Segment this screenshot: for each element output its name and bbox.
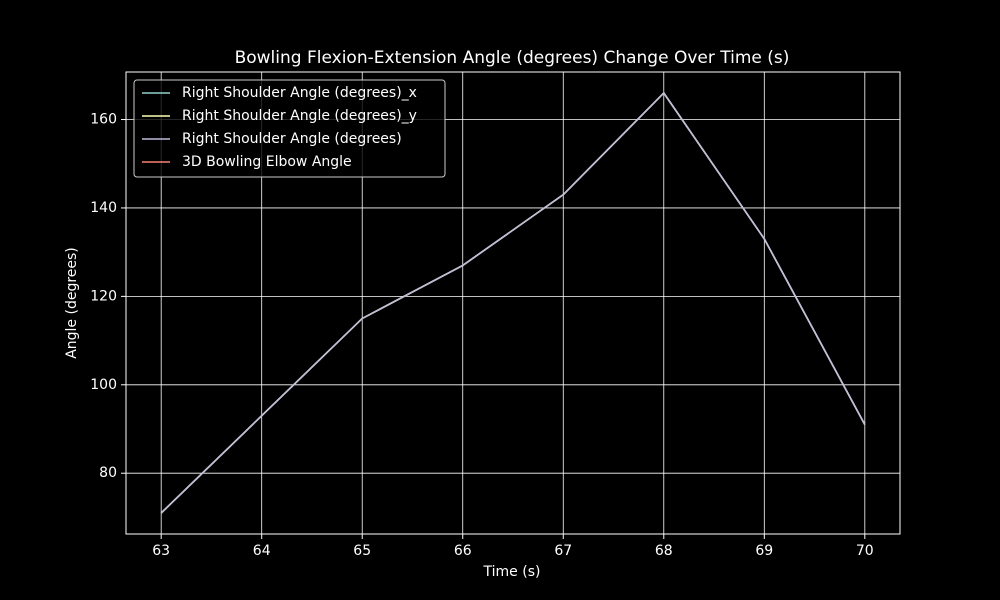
- x-tick-label: 69: [755, 543, 773, 559]
- legend-label: Right Shoulder Angle (degrees)_x: [182, 85, 417, 101]
- legend: Right Shoulder Angle (degrees)_x Right Sh…: [133, 79, 446, 178]
- series-line: [160, 91, 866, 514]
- x-tick-label: 63: [152, 543, 170, 559]
- x-tick-label: 64: [253, 543, 271, 559]
- y-tick-label: 140: [90, 200, 117, 216]
- legend-label: Right Shoulder Angle (degrees)_y: [182, 108, 417, 124]
- x-tick-label: 66: [454, 543, 472, 559]
- x-tick-label: 67: [554, 543, 572, 559]
- x-axis-label: Time (s): [483, 564, 541, 580]
- y-tick-label: 120: [90, 288, 117, 304]
- y-axis-label: Angle (degrees): [64, 247, 80, 359]
- x-tick-label: 65: [353, 543, 371, 559]
- legend-box: [133, 79, 446, 178]
- y-tick-label: 100: [90, 377, 117, 393]
- x-tick-label: 68: [655, 543, 673, 559]
- legend-label: 3D Bowling Elbow Angle: [182, 154, 352, 170]
- y-tick-label: 160: [90, 112, 117, 128]
- chart-title: Bowling Flexion-Extension Angle (degrees…: [235, 48, 790, 68]
- plot-frame: [125, 71, 901, 535]
- y-tick-label: 80: [99, 465, 117, 481]
- x-tick-label: 70: [856, 543, 874, 559]
- legend-label: Right Shoulder Angle (degrees): [182, 131, 402, 147]
